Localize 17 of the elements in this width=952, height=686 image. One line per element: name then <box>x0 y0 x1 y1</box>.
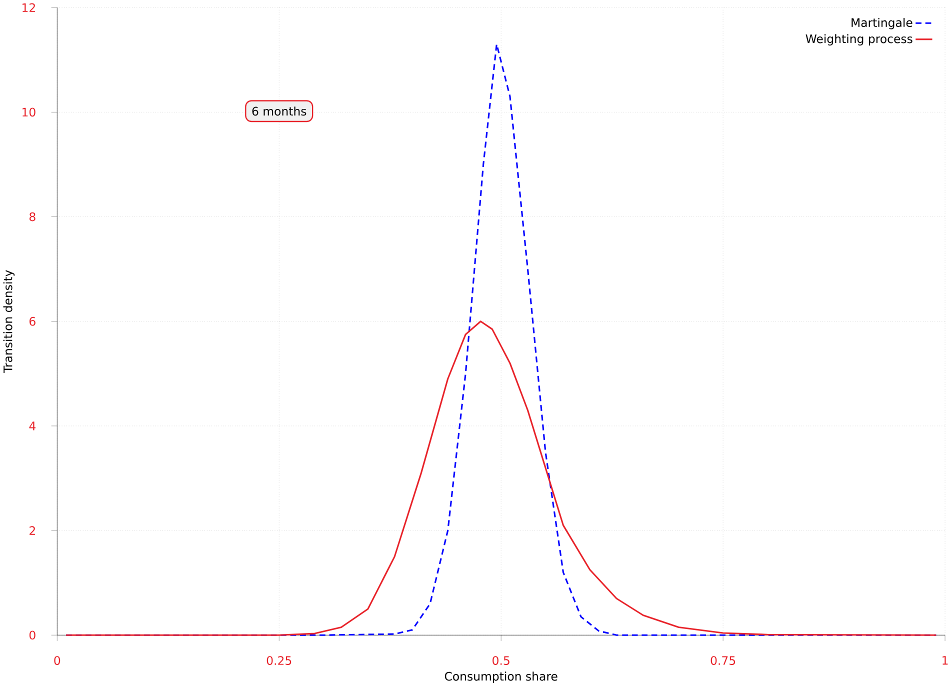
y-tick-label: 6 <box>30 316 36 326</box>
y-tick-label: 12 <box>22 3 35 12</box>
y-tick-label: 2 <box>30 526 35 535</box>
x-tick-label: 0.75 <box>710 656 736 665</box>
y-tick-label: 0 <box>29 630 36 640</box>
x-axis-title: Consumption share <box>444 672 558 683</box>
y-tick-label: 10 <box>22 108 36 116</box>
x-tick-label: 0.25 <box>266 656 292 665</box>
annotation: 6 months <box>252 106 306 116</box>
legend-label: Martingale <box>852 18 912 30</box>
x-tick-label: 1 <box>942 656 948 665</box>
y-tick-label: 8 <box>30 212 36 222</box>
y-tick-label: 4 <box>29 422 36 430</box>
y-axis-title: Transition density <box>3 270 15 373</box>
x-tick-label: 0.5 <box>492 656 510 665</box>
legend-label: Weighting process <box>806 34 912 46</box>
x-tick-label: 0 <box>54 656 60 665</box>
